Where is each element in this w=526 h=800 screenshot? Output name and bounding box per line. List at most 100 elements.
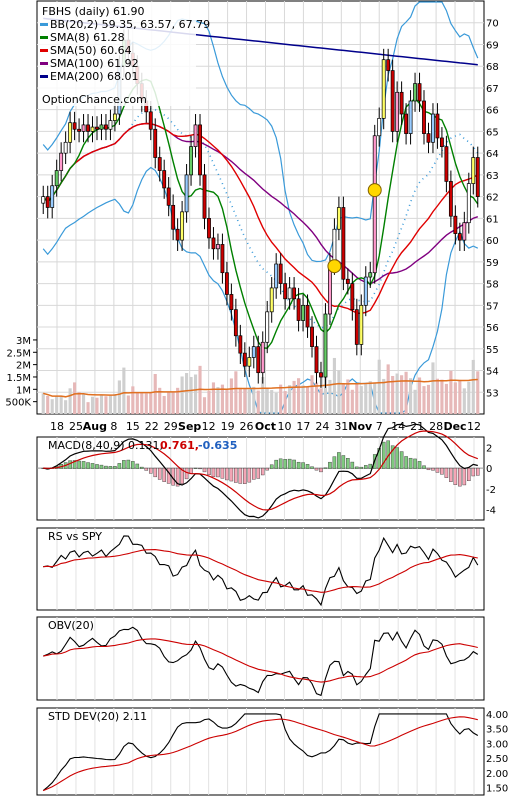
volume-bar — [256, 390, 260, 414]
macd-histogram-bar — [122, 460, 126, 469]
candle-body — [72, 122, 77, 130]
macd-histogram-bar — [234, 467, 238, 483]
candle-body — [216, 244, 220, 250]
volume-bar — [207, 391, 211, 414]
volume-bar — [104, 396, 108, 414]
legend-swatch-sma50 — [40, 49, 48, 52]
candle-body — [408, 100, 413, 134]
obv-legend: OBV(20) — [48, 619, 94, 632]
volume-tick-label: 500K — [5, 398, 31, 409]
volume-bar — [41, 393, 45, 414]
volume-bar — [426, 384, 431, 414]
macd-histogram-bar — [252, 467, 256, 480]
macd-hist-value: -0.635 — [198, 439, 237, 452]
rs-line — [43, 535, 479, 607]
volume-bar — [135, 392, 139, 414]
indicator-tick-label: 2.00 — [486, 769, 508, 780]
date-tick-label: 21 — [410, 420, 424, 433]
macd-histogram-bar — [207, 467, 211, 475]
macd-signal-line — [43, 430, 479, 511]
legend-sma100: SMA(100) 61.92 — [50, 57, 139, 70]
volume-bar — [243, 388, 247, 414]
candle-body — [90, 126, 95, 132]
macd-histogram-bar — [390, 445, 395, 469]
volume-bar — [408, 378, 413, 414]
volume-bar — [337, 370, 341, 414]
volume-bar — [440, 379, 444, 414]
macd-histogram-bar — [202, 467, 207, 473]
candle-body — [86, 124, 90, 132]
macd-histogram-bar — [238, 467, 243, 484]
price-tick-label: 70 — [486, 19, 499, 30]
candle-body — [198, 124, 202, 176]
volume-bar — [323, 364, 328, 414]
macd-histogram-bar — [449, 467, 453, 482]
macd-histogram-bar — [148, 467, 153, 474]
date-tick-label: 12 — [467, 420, 481, 433]
macd-histogram-bar — [104, 465, 108, 469]
volume-bar — [382, 378, 386, 414]
candle-body — [77, 128, 81, 132]
price-tick-label: 57 — [486, 301, 499, 312]
stddev-average-line — [42, 716, 478, 792]
legend-swatch-bb — [40, 23, 48, 26]
date-tick-label: Oct — [255, 420, 276, 433]
macd-legend: MACD(8,40,9) 0.131, 0.761, -0.635 — [48, 439, 237, 452]
macd-histogram-bar — [265, 467, 269, 471]
candle-body — [274, 263, 279, 289]
volume-bar — [467, 381, 471, 414]
candle-body — [265, 311, 270, 343]
macd-histogram-bar — [99, 464, 104, 469]
candle-body — [104, 124, 108, 130]
macd-histogram-bar — [211, 467, 216, 477]
macd-legend-label: MACD(8,40,9) 0.131, — [48, 439, 163, 452]
candle-body — [440, 137, 444, 147]
candle-body — [314, 346, 319, 374]
date-tick-label: Aug — [83, 420, 107, 433]
sma8-line — [42, 78, 479, 349]
legend-sma50: SMA(50) 60.64 — [50, 44, 132, 57]
candle-body — [95, 126, 99, 130]
volume-tick-label: 3M — [16, 336, 31, 347]
volume-bar — [68, 388, 72, 414]
candle-body — [50, 185, 55, 208]
macd-histogram-bar — [153, 467, 157, 478]
macd-histogram-bar — [475, 467, 480, 476]
volume-bar — [386, 364, 390, 414]
macd-histogram-bar — [462, 467, 467, 486]
candle-body — [242, 352, 247, 367]
candle-body — [377, 118, 382, 137]
volume-bar — [180, 376, 184, 414]
volume-bar — [377, 359, 381, 414]
macd-histogram-bar — [417, 461, 422, 469]
earnings-marker — [367, 183, 382, 198]
moving-average-lines — [42, 17, 479, 349]
date-tick-label: 28 — [429, 420, 443, 433]
candle-body — [189, 146, 193, 176]
date-tick-label: 15 — [126, 420, 140, 433]
macd-histogram-bar — [90, 463, 95, 469]
macd-histogram-bar — [274, 459, 278, 469]
watermark: OptionChance.com — [42, 93, 147, 106]
candle-body — [202, 174, 207, 219]
date-tick-label: 8 — [110, 420, 117, 433]
candle-body — [319, 372, 323, 378]
price-tick-label: 54 — [486, 367, 499, 378]
candle-body — [260, 341, 265, 374]
macd-histogram-bar — [395, 447, 399, 469]
volume-bar — [314, 382, 319, 414]
volume-tick-label: 2.5M — [6, 348, 31, 359]
candle-body — [207, 218, 211, 239]
date-tick-label: 18 — [50, 420, 64, 433]
candle-body — [453, 215, 458, 234]
volume-bar — [247, 389, 251, 414]
indicator-tick-label: 4.00 — [486, 710, 508, 721]
macd-histogram-bar — [287, 458, 292, 469]
macd-histogram-bar — [269, 464, 274, 469]
volume-bar — [185, 373, 189, 414]
candle-body — [238, 335, 243, 354]
volume-bar — [211, 382, 216, 414]
macd-histogram-bar — [341, 455, 346, 469]
price-tick-label: 65 — [486, 127, 499, 138]
